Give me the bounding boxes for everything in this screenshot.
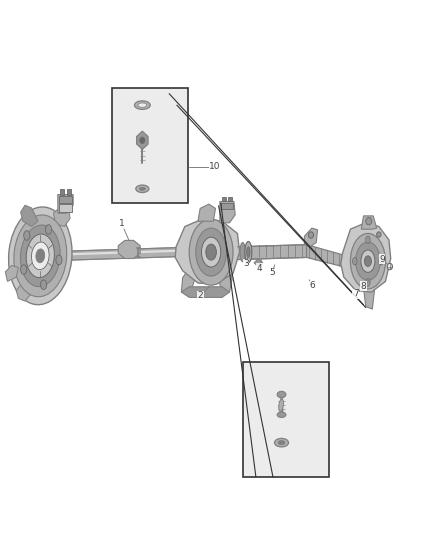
Bar [222, 197, 226, 201]
Ellipse shape [196, 228, 226, 276]
Bar [228, 197, 232, 201]
Ellipse shape [14, 215, 67, 297]
Polygon shape [254, 259, 263, 267]
Ellipse shape [247, 247, 250, 257]
Ellipse shape [245, 241, 252, 263]
Polygon shape [53, 205, 70, 227]
Ellipse shape [201, 237, 221, 267]
Ellipse shape [277, 391, 286, 398]
Ellipse shape [308, 232, 314, 238]
Ellipse shape [56, 255, 62, 265]
Bar [67, 189, 71, 195]
Polygon shape [237, 245, 307, 260]
Text: 10: 10 [209, 163, 221, 171]
Ellipse shape [21, 225, 60, 287]
Polygon shape [16, 282, 36, 301]
Ellipse shape [364, 256, 371, 266]
Ellipse shape [140, 137, 145, 143]
Polygon shape [175, 219, 240, 284]
Ellipse shape [240, 243, 245, 262]
Ellipse shape [366, 236, 370, 244]
Text: 9: 9 [379, 255, 385, 263]
Bar [112, 88, 188, 203]
Ellipse shape [26, 234, 54, 278]
Ellipse shape [36, 249, 45, 263]
Ellipse shape [377, 232, 381, 237]
Polygon shape [341, 223, 391, 292]
Ellipse shape [277, 412, 286, 417]
Text: 7: 7 [353, 289, 359, 298]
Text: 8: 8 [360, 282, 367, 290]
Ellipse shape [278, 440, 285, 445]
Bar [221, 203, 233, 209]
Ellipse shape [353, 257, 357, 265]
Ellipse shape [46, 225, 52, 235]
Polygon shape [304, 228, 318, 247]
Ellipse shape [21, 265, 27, 274]
Ellipse shape [24, 231, 30, 240]
Polygon shape [181, 268, 197, 294]
Ellipse shape [189, 219, 233, 285]
Ellipse shape [40, 280, 46, 289]
Text: 2: 2 [198, 292, 203, 300]
Text: 3: 3 [243, 260, 249, 268]
Polygon shape [118, 240, 140, 259]
Ellipse shape [139, 187, 145, 190]
Polygon shape [361, 216, 377, 229]
Ellipse shape [366, 217, 372, 225]
Text: 4: 4 [257, 264, 262, 272]
Ellipse shape [136, 185, 149, 192]
Polygon shape [137, 131, 148, 149]
Ellipse shape [356, 242, 380, 280]
Polygon shape [58, 195, 73, 213]
Ellipse shape [387, 263, 392, 270]
Bar [60, 189, 64, 195]
Polygon shape [181, 287, 230, 297]
Polygon shape [364, 288, 374, 309]
Ellipse shape [366, 279, 370, 286]
Polygon shape [37, 246, 219, 261]
Bar [59, 196, 72, 203]
Polygon shape [198, 204, 215, 221]
Polygon shape [37, 248, 219, 256]
Ellipse shape [361, 250, 375, 272]
Polygon shape [5, 265, 18, 281]
Ellipse shape [9, 207, 72, 305]
Ellipse shape [138, 103, 147, 107]
Bar [243, 362, 328, 477]
Text: 6: 6 [309, 281, 315, 290]
Bar [59, 204, 72, 212]
Ellipse shape [32, 242, 49, 270]
Text: 1: 1 [119, 220, 125, 228]
Ellipse shape [275, 438, 289, 447]
Text: 5: 5 [269, 269, 276, 277]
Ellipse shape [379, 257, 383, 265]
Polygon shape [220, 201, 235, 223]
Ellipse shape [134, 101, 150, 109]
Polygon shape [219, 267, 232, 292]
Polygon shape [307, 245, 343, 266]
Ellipse shape [350, 233, 385, 289]
Ellipse shape [206, 244, 216, 260]
Polygon shape [21, 205, 38, 227]
Ellipse shape [279, 399, 283, 411]
